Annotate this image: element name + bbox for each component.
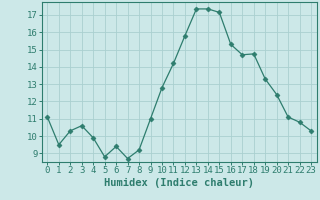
X-axis label: Humidex (Indice chaleur): Humidex (Indice chaleur) bbox=[104, 178, 254, 188]
